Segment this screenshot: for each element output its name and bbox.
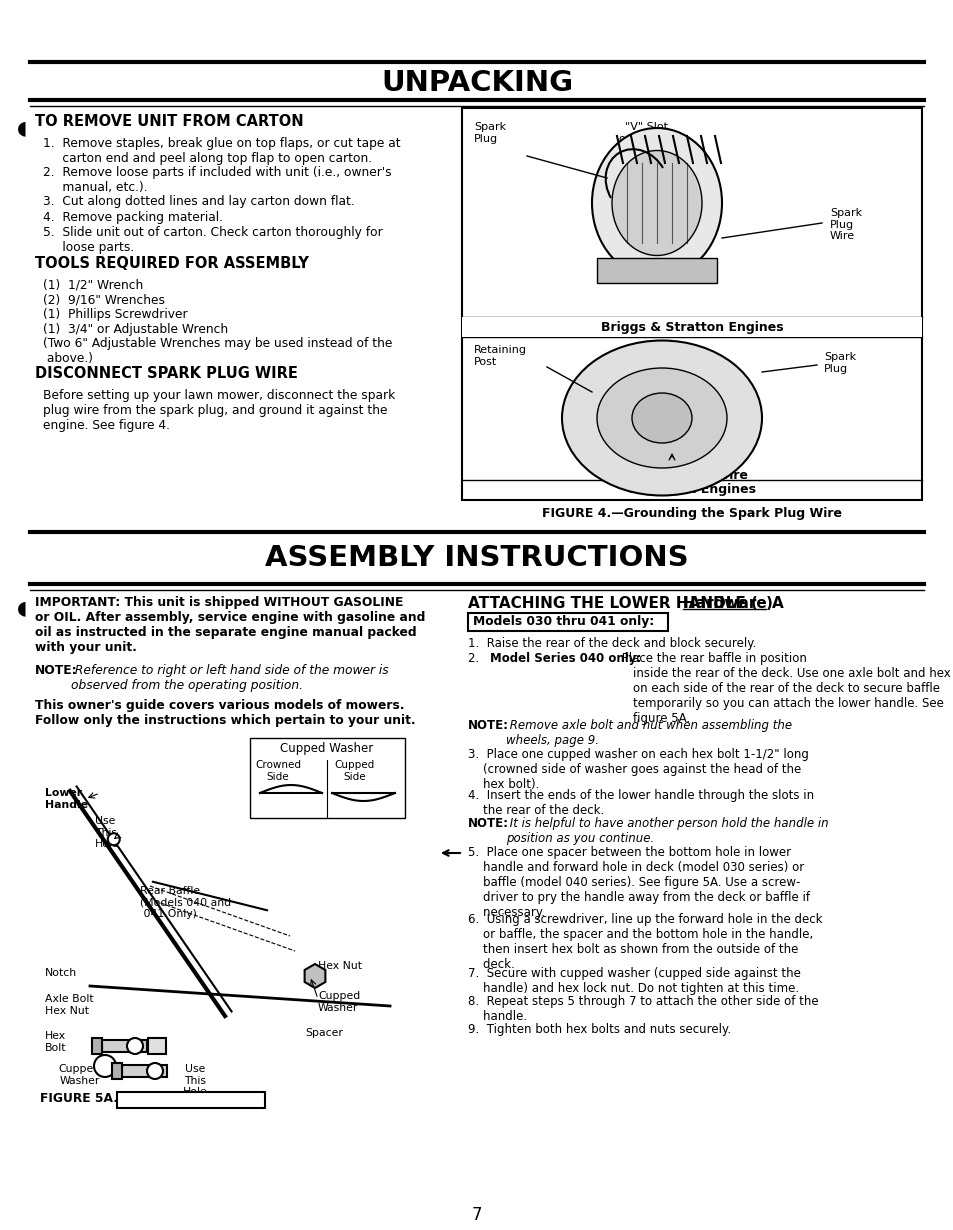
- Text: Place the rear baffle in position
    inside the rear of the deck. Use one axle : Place the rear baffle in position inside…: [617, 652, 953, 724]
- Text: UNPACKING: UNPACKING: [380, 69, 573, 97]
- Ellipse shape: [561, 341, 761, 496]
- Text: Cupped Washer: Cupped Washer: [280, 742, 374, 755]
- Text: Before setting up your lawn mower, disconnect the spark
plug wire from the spark: Before setting up your lawn mower, disco…: [43, 389, 395, 432]
- Text: Model Series 040 only:: Model Series 040 only:: [490, 652, 640, 665]
- Ellipse shape: [127, 1038, 143, 1054]
- Text: NOTE:: NOTE:: [468, 817, 509, 830]
- Text: Reference to right or left hand side of the mower is
observed from the operating: Reference to right or left hand side of …: [71, 664, 388, 692]
- Text: NOTE:: NOTE:: [35, 664, 77, 676]
- Ellipse shape: [612, 150, 701, 256]
- Text: 2.: 2.: [468, 652, 486, 665]
- Text: (2)  9/16" Wrenches: (2) 9/16" Wrenches: [43, 294, 165, 306]
- Circle shape: [108, 833, 120, 845]
- Bar: [102, 1041, 147, 1052]
- Text: (1)  3/4" or Adjustable Wrench: (1) 3/4" or Adjustable Wrench: [43, 322, 228, 336]
- Text: 7.  Secure with cupped washer (cupped side against the
    handle) and hex lock : 7. Secure with cupped washer (cupped sid…: [468, 967, 800, 995]
- Polygon shape: [91, 1038, 102, 1054]
- Text: 4.  Insert the ends of the lower handle through the slots in
    the rear of the: 4. Insert the ends of the lower handle t…: [468, 788, 813, 817]
- Text: 7: 7: [471, 1205, 482, 1224]
- Text: FIGURE 4.—Grounding the Spark Plug Wire: FIGURE 4.—Grounding the Spark Plug Wire: [541, 508, 841, 520]
- Text: TOOLS REQUIRED FOR ASSEMBLY: TOOLS REQUIRED FOR ASSEMBLY: [35, 256, 309, 271]
- Text: 3.  Cut along dotted lines and lay carton down flat.: 3. Cut along dotted lines and lay carton…: [43, 196, 355, 208]
- FancyArrowPatch shape: [152, 882, 267, 910]
- Text: ASSEMBLY INSTRUCTIONS: ASSEMBLY INSTRUCTIONS: [265, 544, 688, 572]
- Bar: [597, 258, 717, 283]
- Text: 1.  Raise the rear of the deck and block securely.: 1. Raise the rear of the deck and block …: [468, 637, 756, 649]
- Text: (Two 6" Adjustable Wrenches may be used instead of the
 above.): (Two 6" Adjustable Wrenches may be used …: [43, 337, 392, 365]
- Text: Tecumseh Engines: Tecumseh Engines: [627, 483, 756, 497]
- Bar: [117, 1092, 265, 1108]
- Text: TO REMOVE UNIT FROM CARTON: TO REMOVE UNIT FROM CARTON: [35, 114, 303, 129]
- Text: Hex Nut: Hex Nut: [317, 961, 361, 970]
- Text: (1)  Phillips Screwdriver: (1) Phillips Screwdriver: [43, 308, 188, 321]
- Ellipse shape: [94, 1055, 116, 1077]
- Bar: [461, 108, 921, 501]
- Text: Notch: Notch: [45, 968, 77, 978]
- Text: Lower
Handle: Lower Handle: [45, 788, 88, 809]
- Ellipse shape: [147, 1063, 163, 1079]
- Text: Spacer: Spacer: [305, 1028, 342, 1038]
- Text: (1)  1/2" Wrench: (1) 1/2" Wrench: [43, 279, 143, 292]
- Text: Briggs & Stratton Engines: Briggs & Stratton Engines: [600, 321, 782, 333]
- Text: ◖: ◖: [17, 599, 27, 617]
- Text: ◖: ◖: [17, 118, 27, 138]
- Text: 3.  Place one cupped washer on each hex bolt 1-1/2" long
    (crowned side of wa: 3. Place one cupped washer on each hex b…: [468, 748, 808, 791]
- Text: Spark
Plug: Spark Plug: [474, 122, 506, 144]
- Text: Rear Baffle
(Models 040 and
 041 Only): Rear Baffle (Models 040 and 041 Only): [140, 886, 231, 919]
- Ellipse shape: [592, 128, 721, 278]
- Text: It is helpful to have another person hold the handle in
position as you continue: It is helpful to have another person hol…: [505, 817, 828, 845]
- Text: "V" Slot
on Engine: "V" Slot on Engine: [618, 122, 674, 144]
- Text: Cupped
Washer: Cupped Washer: [59, 1064, 101, 1086]
- Text: 9.  Tighten both hex bolts and nuts securely.: 9. Tighten both hex bolts and nuts secur…: [468, 1023, 730, 1036]
- Polygon shape: [112, 1063, 122, 1079]
- Text: Crowned
Side: Crowned Side: [254, 760, 301, 781]
- Bar: [122, 1065, 167, 1077]
- Text: Models 030 thru 041: Models 030 thru 041: [121, 1092, 263, 1106]
- Text: Hex
Bolt: Hex Bolt: [45, 1031, 67, 1053]
- Text: Use
This
Hole: Use This Hole: [95, 815, 120, 849]
- Text: Spark
Plug
Wire: Spark Plug Wire: [829, 208, 862, 241]
- Text: 8.  Repeat steps 5 through 7 to attach the other side of the
    handle.: 8. Repeat steps 5 through 7 to attach th…: [468, 995, 818, 1023]
- Bar: [148, 1038, 166, 1054]
- Text: NOTE:: NOTE:: [468, 720, 509, 732]
- Text: 2.  Remove loose parts if included with unit (i.e., owner's
     manual, etc.).: 2. Remove loose parts if included with u…: [43, 166, 392, 194]
- Text: 5.  Slide unit out of carton. Check carton thoroughly for
     loose parts.: 5. Slide unit out of carton. Check carto…: [43, 226, 382, 255]
- Text: 1.  Remove staples, break glue on top flaps, or cut tape at
     carton end and : 1. Remove staples, break glue on top fla…: [43, 137, 400, 165]
- Text: ): ): [765, 597, 772, 611]
- Text: 4.  Remove packing material.: 4. Remove packing material.: [43, 210, 223, 224]
- Text: Cupped
Washer: Cupped Washer: [317, 991, 360, 1012]
- Text: Spark Plug Wire: Spark Plug Wire: [635, 469, 748, 481]
- Text: Hardware A: Hardware A: [682, 597, 783, 611]
- Ellipse shape: [631, 394, 691, 443]
- Text: Remove axle bolt and nut when assembling the
wheels, page 9.: Remove axle bolt and nut when assembling…: [505, 720, 791, 747]
- Text: ATTACHING THE LOWER HANDLE (: ATTACHING THE LOWER HANDLE (: [468, 597, 757, 611]
- Text: IMPORTANT: This unit is shipped WITHOUT GASOLINE
or OIL. After assembly, service: IMPORTANT: This unit is shipped WITHOUT …: [35, 597, 425, 654]
- Text: DISCONNECT SPARK PLUG WIRE: DISCONNECT SPARK PLUG WIRE: [35, 365, 297, 380]
- Text: 6.  Using a screwdriver, line up the forward hole in the deck
    or baffle, the: 6. Using a screwdriver, line up the forw…: [468, 913, 821, 970]
- Bar: [461, 317, 921, 337]
- Text: This owner's guide covers various models of mowers.
Follow only the instructions: This owner's guide covers various models…: [35, 699, 416, 727]
- Text: FIGURE 5A.—: FIGURE 5A.—: [40, 1092, 130, 1106]
- Bar: [250, 738, 405, 818]
- Bar: [468, 613, 667, 631]
- Text: Cupped
Side: Cupped Side: [335, 760, 375, 781]
- Text: 5.  Place one spacer between the bottom hole in lower
    handle and forward hol: 5. Place one spacer between the bottom h…: [468, 846, 809, 919]
- Text: Spark
Plug: Spark Plug: [823, 352, 855, 374]
- Text: Models 030 thru 041 only:: Models 030 thru 041 only:: [473, 615, 654, 629]
- Ellipse shape: [597, 368, 726, 467]
- Text: Retaining
Post: Retaining Post: [474, 344, 526, 367]
- Text: Axle Bolt
Hex Nut: Axle Bolt Hex Nut: [45, 994, 93, 1016]
- Text: Use
This
Hole: Use This Hole: [182, 1064, 207, 1097]
